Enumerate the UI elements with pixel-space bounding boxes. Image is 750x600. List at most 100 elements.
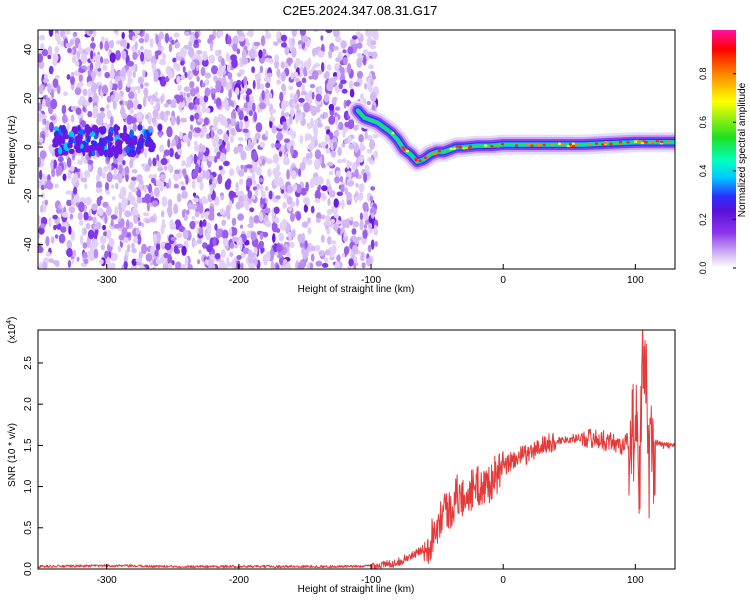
noise-blob — [173, 171, 180, 182]
noise-blob — [158, 144, 165, 153]
noise-blob — [138, 265, 146, 269]
noise-blob — [66, 199, 73, 207]
snr-line — [38, 330, 675, 569]
noise-blob — [323, 221, 327, 227]
noise-blob — [362, 229, 368, 239]
noise-blob — [332, 30, 340, 38]
noise-blob — [346, 200, 352, 206]
noise-blob — [236, 48, 241, 55]
noise-blob — [156, 231, 161, 243]
noise-blob — [97, 166, 103, 177]
noise-blob — [126, 83, 131, 88]
noise-blob — [346, 159, 350, 170]
noise-blob — [367, 51, 373, 57]
noise-blob — [106, 205, 112, 217]
noise-blob — [341, 142, 346, 148]
ridge-hotspot — [458, 145, 462, 148]
noise-blob — [309, 151, 313, 159]
noise-blob — [301, 221, 309, 229]
noise-blob — [177, 51, 183, 58]
noise-blob — [337, 146, 342, 157]
noise-blob — [253, 215, 260, 224]
noise-blob — [121, 197, 128, 209]
noise-blob — [199, 95, 204, 105]
noise-blob — [370, 40, 377, 46]
noise-blob — [160, 158, 168, 166]
noise-blob — [292, 183, 298, 192]
noise-blob — [362, 49, 369, 56]
noise-blob — [284, 45, 290, 56]
noise-blob — [182, 134, 189, 143]
noise-blob — [280, 61, 285, 69]
noise-blob — [286, 196, 293, 205]
noise-blob — [314, 189, 321, 201]
noise-blob — [252, 80, 256, 90]
noise-blob — [57, 156, 64, 163]
noise-blob — [47, 45, 53, 56]
noise-blob — [173, 183, 179, 189]
noise-blob — [290, 72, 295, 80]
noise-blob — [261, 90, 265, 101]
noise-blob — [113, 224, 120, 229]
noise-blob — [47, 82, 52, 94]
ridge-hotspot — [452, 147, 456, 151]
noise-blob — [180, 185, 186, 191]
noise-blob — [83, 228, 87, 235]
noise-blob — [180, 117, 187, 123]
snr-y-ticks: 0.0 0.5 1.0 1.5 2.0 2.5 — [23, 356, 43, 576]
noise-blob — [214, 134, 220, 145]
noise-blob — [270, 143, 276, 149]
noise-blob — [62, 173, 67, 181]
noise-blob — [66, 247, 73, 258]
noise-blob — [102, 201, 109, 208]
noise-blob — [253, 256, 258, 267]
noise-blob — [149, 216, 156, 223]
noise-blob — [247, 138, 252, 149]
noise-blob — [79, 95, 86, 102]
noise-blob — [129, 158, 134, 169]
noise-blob — [249, 207, 255, 213]
band-blob — [109, 126, 114, 133]
noise-blob — [335, 220, 342, 225]
noise-blob — [359, 219, 364, 231]
noise-blob — [316, 212, 322, 221]
noise-blob — [315, 93, 322, 102]
noise-blob — [88, 96, 93, 103]
noise-blob — [226, 257, 230, 264]
noise-blob — [220, 249, 226, 258]
noise-blob — [258, 177, 264, 183]
noise-blob — [106, 109, 112, 120]
noise-blob — [117, 172, 123, 184]
noise-blob — [183, 92, 187, 97]
noise-blob — [306, 92, 312, 102]
noise-blob — [352, 220, 359, 228]
noise-blob — [353, 262, 357, 269]
noise-blob — [194, 31, 199, 39]
noise-blob — [358, 183, 365, 193]
noise-blob — [340, 79, 347, 85]
band-blob — [108, 136, 114, 142]
ridge-hotspot — [594, 142, 599, 145]
noise-blob — [282, 201, 287, 209]
noise-blob — [142, 212, 150, 217]
noise-blob — [281, 83, 286, 92]
noise-blob — [325, 214, 331, 225]
noise-blob — [353, 124, 359, 131]
noise-blob — [187, 46, 195, 58]
noise-blob — [219, 152, 227, 163]
noise-blob — [163, 252, 169, 259]
noise-blob — [119, 90, 125, 96]
noise-blob — [90, 70, 96, 80]
noise-blob — [134, 30, 141, 35]
noise-blob — [299, 102, 304, 107]
noise-blob — [258, 211, 264, 222]
noise-blob — [61, 104, 67, 115]
noise-blob — [275, 195, 281, 200]
noise-blob — [362, 201, 369, 212]
noise-blob — [114, 206, 119, 216]
noise-blob — [38, 169, 43, 180]
noise-blob — [148, 183, 152, 194]
noise-blob — [169, 147, 174, 158]
noise-blob — [118, 208, 122, 219]
noise-blob — [175, 95, 181, 104]
